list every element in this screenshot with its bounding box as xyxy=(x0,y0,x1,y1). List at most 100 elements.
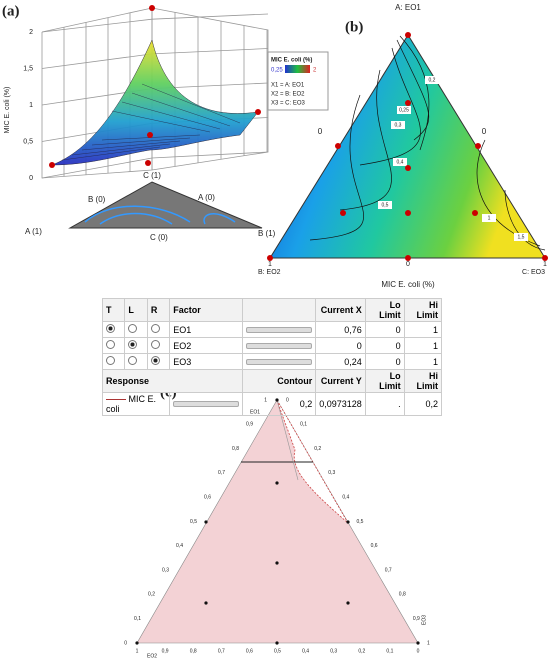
surface-mesh xyxy=(81,140,181,151)
contour-line xyxy=(396,39,430,141)
design-point xyxy=(204,520,208,524)
contour-label-box xyxy=(391,121,405,129)
slider[interactable] xyxy=(246,326,313,333)
surface-mesh xyxy=(71,143,171,156)
radio-button[interactable] xyxy=(128,356,138,365)
design-point xyxy=(346,601,350,605)
label: 0 xyxy=(124,640,127,646)
contour-line xyxy=(339,69,392,211)
table-cell: Lo Limit xyxy=(364,369,405,393)
radio-button[interactable] xyxy=(128,324,138,333)
radio-button[interactable] xyxy=(106,356,115,365)
slider[interactable] xyxy=(173,401,240,407)
label: B (1) xyxy=(258,229,276,238)
surface-mesh xyxy=(111,110,211,133)
contour-line xyxy=(504,189,546,251)
label: 0,2 xyxy=(314,446,321,452)
table-cell: MIC E. coli xyxy=(101,392,171,416)
table-cell xyxy=(242,321,317,338)
label: 0 xyxy=(318,127,323,136)
label: 1 xyxy=(488,215,491,221)
table-row: Response Contour Current Y Lo Limit Hi Limit xyxy=(101,369,443,393)
radio-button[interactable] xyxy=(128,340,138,349)
radio-button[interactable] xyxy=(106,324,115,333)
label: 0,6 xyxy=(371,543,378,549)
table-cell xyxy=(101,337,126,354)
label: 0,1 xyxy=(386,648,393,654)
contour-label-box xyxy=(378,201,392,209)
contour-line xyxy=(399,35,430,151)
table-cell: Factor xyxy=(169,298,244,322)
design-point xyxy=(346,520,350,524)
label: 0,3 xyxy=(395,122,402,128)
surface-mesh xyxy=(61,146,161,161)
label: 0,3 xyxy=(328,470,335,476)
design-point xyxy=(149,5,155,11)
label: C: EO3 xyxy=(522,269,545,276)
table-cell: 0 xyxy=(364,321,405,338)
label: 1 xyxy=(543,261,547,268)
contour-line xyxy=(309,94,364,241)
table-row: EO2 0 0 1 xyxy=(101,337,443,354)
table-cell: Response xyxy=(101,369,244,393)
radio-button[interactable] xyxy=(150,324,160,333)
label: 0,25 xyxy=(399,107,409,113)
design-point xyxy=(275,561,279,565)
contour-label-box xyxy=(425,76,439,84)
table-cell: 1 xyxy=(403,337,443,354)
table-cell xyxy=(124,321,148,338)
table-cell: 0,76 xyxy=(315,321,366,338)
label: EO2 xyxy=(147,653,157,659)
design-point xyxy=(542,255,548,261)
radio-button[interactable] xyxy=(106,340,115,349)
label: X2 = B: EO2 xyxy=(271,92,305,98)
label: 0,5 xyxy=(23,138,33,145)
label: 0,2 xyxy=(358,648,365,654)
surface-mesh xyxy=(131,92,231,127)
slider[interactable] xyxy=(246,358,313,365)
table-cell: R xyxy=(146,298,171,322)
design-point xyxy=(267,255,273,261)
table-cell: 0,0973128 xyxy=(315,392,366,416)
design-point xyxy=(275,641,279,645)
table-cell: Current X xyxy=(315,298,366,322)
label: 2 xyxy=(313,68,317,74)
label: 0,7 xyxy=(385,567,392,573)
slider[interactable] xyxy=(246,342,313,349)
table-cell: 1 xyxy=(403,321,443,338)
table-cell xyxy=(169,392,244,416)
radio-button[interactable] xyxy=(150,356,160,365)
table-cell: Contour xyxy=(242,369,317,393)
design-point xyxy=(275,481,279,485)
table-cell xyxy=(146,353,171,370)
grid-line xyxy=(41,18,153,33)
label: MIC E. coli (%) xyxy=(271,58,312,64)
label: 1 xyxy=(136,648,139,654)
label: B: EO2 xyxy=(258,269,281,276)
label: 0,3 xyxy=(162,567,169,573)
grid-line xyxy=(151,48,269,55)
label: 0,3 xyxy=(330,648,337,654)
design-point xyxy=(49,162,55,168)
design-point xyxy=(335,143,341,149)
label: 0,6 xyxy=(204,495,211,501)
label: 1 xyxy=(427,640,430,646)
table-cell xyxy=(124,353,148,370)
label: 0,9 xyxy=(162,648,169,654)
contour-label-box xyxy=(393,158,407,166)
label: X3 = C: EO3 xyxy=(271,101,306,107)
table-cell: 0,2 xyxy=(242,392,317,416)
table-cell: 1 xyxy=(403,353,443,370)
table-cell: EO3 xyxy=(169,353,244,370)
surface-mesh xyxy=(121,101,221,130)
design-point xyxy=(405,100,411,106)
design-point xyxy=(204,601,208,605)
legend-box xyxy=(267,51,329,111)
label: 0,8 xyxy=(190,648,197,654)
table-cell xyxy=(101,321,126,338)
table-cell: 0,2 xyxy=(403,392,443,416)
radio-button[interactable] xyxy=(150,340,160,349)
design-point xyxy=(472,210,478,216)
